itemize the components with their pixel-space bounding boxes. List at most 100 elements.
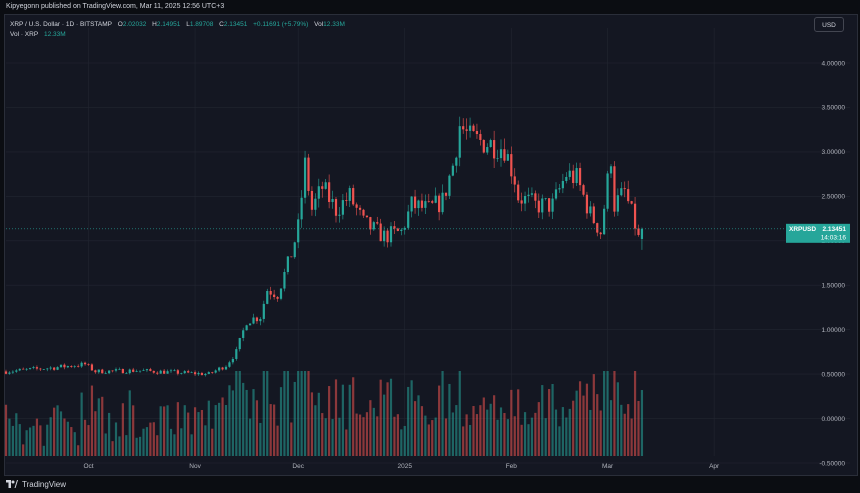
candle-body — [159, 370, 162, 374]
volume-bar — [341, 384, 344, 456]
volume-bar — [35, 418, 39, 456]
candle-body — [534, 193, 537, 201]
volume-bar — [417, 395, 420, 456]
candle-body — [63, 364, 66, 368]
volume-bar — [56, 405, 59, 456]
candle-body — [87, 364, 90, 365]
volume-bar — [372, 407, 375, 456]
currency-button[interactable]: USD — [814, 17, 844, 32]
candle-body — [118, 368, 121, 370]
volume-bar — [83, 419, 87, 456]
candle-body — [66, 366, 69, 368]
volume-bar — [22, 444, 25, 456]
candle-body — [235, 349, 238, 359]
volume-bar — [90, 385, 94, 456]
legend-volume-series[interactable]: Vol · XRP — [10, 31, 39, 38]
volume-bar — [252, 389, 255, 456]
y-tick-label: 4.00000 — [822, 60, 846, 67]
volume-bar — [444, 418, 448, 456]
candle-body — [633, 203, 637, 229]
volume-bar — [248, 418, 252, 456]
x-tick-label: Apr — [709, 463, 720, 470]
volume-bar — [389, 378, 393, 456]
candle-body — [224, 366, 228, 370]
volume-bar — [424, 415, 427, 456]
volume-bar — [149, 422, 152, 456]
volume-bar — [603, 371, 606, 456]
chart-panel[interactable] — [4, 14, 858, 476]
legend-ohlc-row: XRP / U.S. Dollar · 1D · BITSTAMP O2.020… — [10, 20, 345, 30]
candle-body — [279, 288, 283, 299]
volume-bar — [420, 406, 424, 456]
candle-body — [32, 367, 35, 369]
volume-bar — [145, 427, 149, 456]
candle-body — [290, 256, 293, 258]
volume-bar — [572, 400, 575, 456]
price-tag-countdown: 14:03:16 — [821, 234, 847, 241]
legend-symbol[interactable]: XRP / U.S. Dollar · 1D · BITSTAMP — [10, 21, 112, 28]
volume-bar — [338, 417, 341, 456]
volume-bar — [431, 420, 434, 456]
candle-body — [114, 369, 118, 371]
volume-bar — [87, 425, 90, 456]
volume-bar — [245, 389, 248, 456]
volume-bar — [345, 429, 348, 456]
candle-body — [355, 204, 358, 208]
volume-bar — [8, 418, 11, 456]
volume-bar — [214, 405, 217, 456]
candle-body — [609, 166, 613, 174]
volume-bar — [290, 422, 293, 456]
x-tick-label: 2025 — [398, 463, 413, 470]
volume-bar — [283, 371, 286, 456]
volume-bar — [520, 424, 523, 456]
volume-bar — [499, 407, 503, 456]
candle-body — [18, 368, 21, 371]
volume-bar — [551, 383, 554, 456]
candle-body — [156, 372, 159, 374]
candle-body — [283, 271, 286, 289]
volume-bar — [633, 371, 637, 456]
candle-body — [606, 173, 609, 209]
candle-body — [599, 232, 602, 235]
volume-bar — [307, 371, 310, 456]
volume-bar — [266, 371, 269, 456]
candle-body — [503, 149, 506, 161]
volume-bar — [211, 428, 214, 456]
candle-body — [242, 330, 245, 338]
candle-body — [324, 182, 327, 189]
candle-body — [541, 198, 544, 213]
candle-body — [472, 125, 475, 131]
candle-body — [582, 185, 585, 195]
candle-body — [169, 370, 173, 372]
legend-close-value: 2.13451 — [223, 21, 248, 28]
candle-body — [369, 217, 372, 230]
volume-bar — [15, 413, 18, 456]
candle-body — [145, 369, 149, 371]
volume-bar — [317, 392, 320, 456]
candle-body — [108, 370, 111, 374]
candle-body — [372, 222, 375, 230]
candle-body — [42, 369, 45, 370]
candle-body — [22, 368, 25, 370]
volume-bar — [114, 422, 118, 456]
candle-body — [269, 290, 272, 295]
candle-body — [328, 182, 331, 203]
volume-bar — [565, 417, 568, 456]
legend-change: +0.11691 (+5.79%) — [253, 21, 309, 28]
candle-body — [121, 368, 124, 374]
volume-bar — [300, 371, 303, 456]
volume-bar — [94, 411, 97, 456]
volume-bar — [63, 418, 66, 456]
volume-bar — [609, 400, 613, 456]
volume-bar — [276, 425, 279, 456]
candle-body — [53, 367, 56, 370]
candle-body — [228, 362, 231, 367]
volume-bar — [53, 407, 56, 456]
volume-bar — [554, 409, 558, 456]
candle-body — [286, 256, 289, 272]
x-tick-label: Nov — [189, 463, 201, 470]
volume-bar — [183, 405, 186, 456]
volume-bar — [592, 374, 595, 456]
volume-bar — [321, 413, 324, 456]
